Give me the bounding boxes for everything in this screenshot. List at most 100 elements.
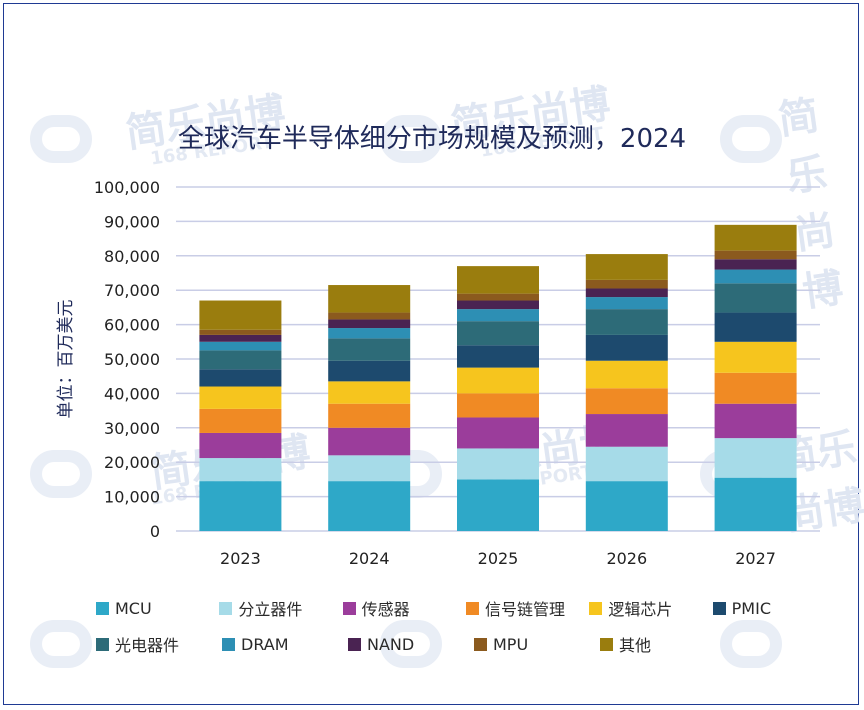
legend-label: NAND — [367, 634, 415, 654]
watermark-logo-icon — [30, 620, 92, 668]
y-tick-label: 50,000 — [104, 350, 160, 369]
legend-item: NAND — [348, 626, 474, 662]
bar-segment — [328, 427, 411, 456]
bar-segment — [585, 334, 668, 361]
bar-segment — [714, 259, 797, 270]
bar-segment — [585, 388, 668, 415]
bar-segment — [714, 341, 797, 373]
legend-swatch — [96, 637, 109, 651]
bar-segment — [328, 338, 411, 361]
bar-segment — [714, 269, 797, 284]
legend-swatch — [465, 601, 479, 615]
x-tick-label: 2024 — [349, 549, 390, 568]
y-tick-label: 60,000 — [104, 316, 160, 335]
legend-label: DRAM — [241, 634, 289, 654]
legend-label: MCU — [115, 598, 152, 618]
legend-swatch — [474, 637, 487, 651]
stacked-bar-chart: 0 10,000 20,000 30,000 40,000 50,000 60,000 70,… — [56, 178, 820, 568]
bar-segment — [199, 350, 282, 370]
watermark-logo-icon — [380, 115, 442, 163]
legend-label: 其他 — [619, 636, 652, 655]
bar-segment — [199, 300, 282, 330]
watermark-logo-icon — [720, 115, 782, 163]
legend: MCU 分立器件 传感器 信号链管理 逻辑芯片 PMIC 光电器件 DRAM NAND MPU 其他 — [96, 590, 836, 662]
bar-segment — [714, 250, 797, 260]
bar-segment — [585, 309, 668, 335]
bar-segment — [457, 417, 539, 449]
bar-segment — [457, 300, 539, 310]
legend-swatch — [589, 601, 603, 615]
bar-segment — [585, 446, 668, 482]
legend-swatch — [712, 601, 726, 615]
x-tick-label: 2023 — [220, 549, 261, 568]
bar-segment — [328, 381, 411, 404]
legend-label: PMIC — [731, 598, 771, 618]
legend-item: 其他 — [600, 626, 726, 662]
legend-label: 光电器件 — [115, 636, 180, 655]
y-tick-label: 40,000 — [104, 384, 160, 403]
legend-row: MCU 分立器件 传感器 信号链管理 逻辑芯片 PMIC — [96, 590, 836, 626]
bar-segment — [199, 458, 282, 482]
bar-segment — [714, 477, 797, 531]
legend-label: 逻辑芯片 — [608, 600, 673, 619]
watermark-logo-icon — [720, 620, 782, 668]
bar-segment — [585, 288, 668, 298]
bar-segment — [457, 266, 539, 294]
bar-segment — [457, 293, 539, 301]
legend-swatch — [342, 601, 356, 615]
bar-segment — [199, 386, 282, 409]
bar-segment — [457, 345, 539, 368]
bar-segment — [714, 372, 797, 404]
bar-segment — [328, 481, 411, 531]
y-tick-label: 70,000 — [104, 281, 160, 300]
y-tick-label: 20,000 — [104, 453, 160, 472]
bar-segment — [328, 360, 411, 382]
y-tick-label: 0 — [150, 522, 160, 541]
bar-segment — [457, 367, 539, 394]
y-axis-label: 单位：百万美元 — [56, 300, 76, 419]
bar-segment — [714, 224, 797, 251]
bar-segment — [199, 481, 282, 531]
bar-segment — [585, 297, 668, 310]
bar-segment — [328, 319, 411, 329]
watermark-logo-icon — [30, 450, 92, 498]
legend-label: 信号链管理 — [484, 600, 565, 619]
bar-segment — [714, 438, 797, 478]
legend-item: PMIC — [712, 590, 836, 626]
x-tick-label: 2026 — [606, 549, 647, 568]
legend-item: 光电器件 — [96, 626, 222, 662]
bar-segment — [199, 432, 282, 459]
chart-title: 全球汽车半导体细分市场规模及预测，2024 — [177, 124, 687, 154]
bar-segment — [714, 283, 797, 313]
bar-segment — [328, 328, 411, 339]
legend-item: MPU — [474, 626, 600, 662]
bar-segment — [328, 285, 411, 313]
y-tick-label: 30,000 — [104, 419, 160, 438]
legend-item: 分立器件 — [219, 590, 342, 626]
bar-segment — [328, 455, 411, 482]
bar-segment — [585, 254, 668, 280]
bar-segment — [457, 479, 539, 531]
legend-label: 分立器件 — [238, 600, 303, 619]
bar-segment — [585, 360, 668, 389]
legend-label: 传感器 — [361, 600, 410, 619]
bar-segment — [199, 408, 282, 433]
x-tick-label: 2025 — [478, 549, 519, 568]
y-tick-label: 10,000 — [104, 488, 160, 507]
legend-item: MCU — [96, 590, 219, 626]
bar-segment — [585, 481, 668, 531]
legend-item: DRAM — [222, 626, 348, 662]
legend-swatch — [600, 637, 613, 651]
legend-swatch — [96, 601, 109, 615]
bar-segment — [199, 369, 282, 387]
x-tick-label: 2027 — [735, 549, 776, 568]
y-tick-label: 100,000 — [94, 178, 160, 197]
bar-segment — [199, 341, 282, 351]
bar-segment — [457, 321, 539, 346]
legend-swatch — [219, 601, 233, 615]
bar-segment — [457, 393, 539, 418]
bar-segment — [714, 312, 797, 342]
bar-segment — [199, 329, 282, 335]
legend-label: MPU — [493, 634, 529, 654]
legend-swatch — [222, 637, 235, 651]
